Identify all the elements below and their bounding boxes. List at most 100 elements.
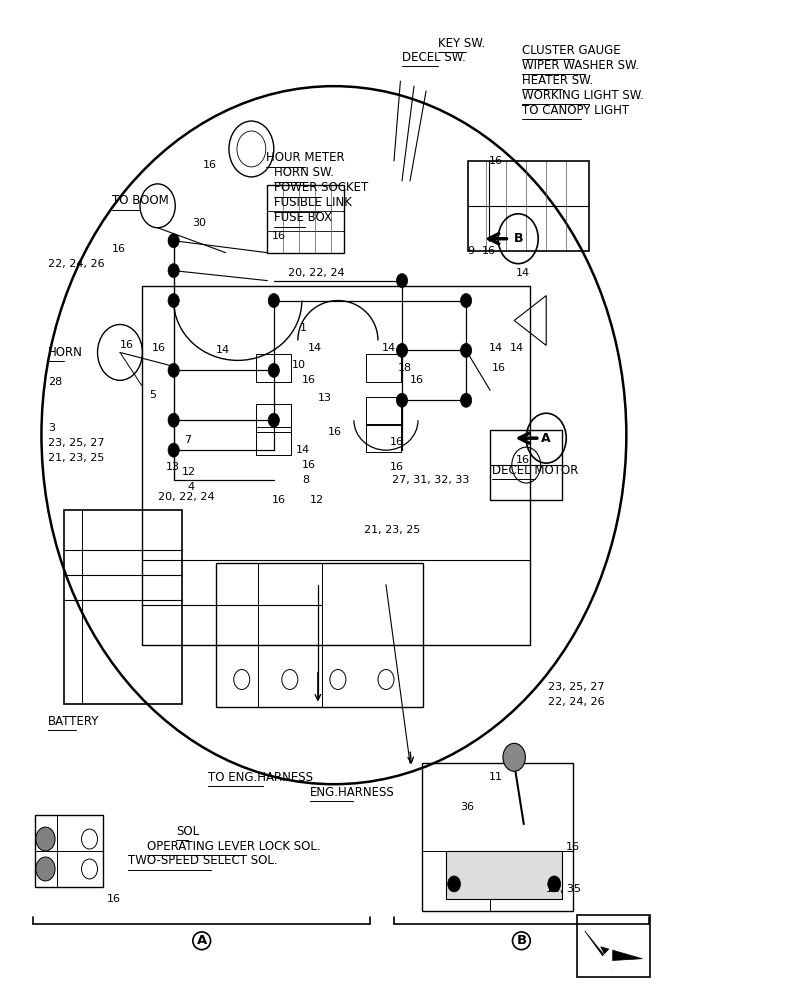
Polygon shape xyxy=(584,931,642,969)
Text: 16: 16 xyxy=(203,160,217,170)
Circle shape xyxy=(329,670,345,689)
Text: 22, 24, 26: 22, 24, 26 xyxy=(48,259,104,269)
Bar xyxy=(216,563,422,707)
Circle shape xyxy=(168,234,179,248)
Circle shape xyxy=(460,343,471,357)
Circle shape xyxy=(36,857,55,881)
Text: DECEL MOTOR: DECEL MOTOR xyxy=(491,464,577,477)
Text: WIPER WASHER SW.: WIPER WASHER SW. xyxy=(521,59,638,72)
Circle shape xyxy=(547,876,560,892)
Text: TO ENG.HARNESS: TO ENG.HARNESS xyxy=(208,771,312,784)
Text: CLUSTER GAUGE: CLUSTER GAUGE xyxy=(521,44,620,57)
Text: 11: 11 xyxy=(488,772,502,782)
Text: 8: 8 xyxy=(301,475,308,485)
Text: HOUR METER: HOUR METER xyxy=(266,151,344,164)
Text: DECEL SW.: DECEL SW. xyxy=(402,51,465,64)
Bar xyxy=(490,430,561,500)
Text: 16: 16 xyxy=(152,343,165,353)
Bar xyxy=(141,286,529,645)
Text: 23, 25, 27: 23, 25, 27 xyxy=(48,438,104,448)
Text: 16, 35: 16, 35 xyxy=(545,884,581,894)
Text: 20, 22, 24: 20, 22, 24 xyxy=(157,492,214,502)
Circle shape xyxy=(447,876,460,892)
Text: 14: 14 xyxy=(216,345,230,355)
Circle shape xyxy=(268,363,279,377)
Text: POWER SOCKET: POWER SOCKET xyxy=(274,181,368,194)
Circle shape xyxy=(503,743,524,771)
Text: HORN: HORN xyxy=(48,346,83,359)
Text: HORN SW.: HORN SW. xyxy=(274,166,333,179)
Text: 4: 4 xyxy=(187,482,194,492)
Text: 16: 16 xyxy=(491,363,505,373)
Bar xyxy=(267,185,343,253)
Text: KEY SW.: KEY SW. xyxy=(438,37,485,50)
Text: 3: 3 xyxy=(48,423,55,433)
Text: BATTERY: BATTERY xyxy=(48,715,99,728)
Text: TWO-SPEED SELECT SOL.: TWO-SPEED SELECT SOL. xyxy=(128,854,277,867)
Text: WORKING LIGHT SW.: WORKING LIGHT SW. xyxy=(521,89,643,102)
Text: 16: 16 xyxy=(301,375,316,385)
Text: 12: 12 xyxy=(181,467,196,477)
Text: 16: 16 xyxy=(516,455,529,465)
Bar xyxy=(365,397,401,425)
Text: 9: 9 xyxy=(467,246,475,256)
Circle shape xyxy=(168,363,179,377)
Text: 1: 1 xyxy=(299,323,306,333)
Text: 16: 16 xyxy=(272,231,286,241)
Bar xyxy=(256,427,291,455)
Circle shape xyxy=(168,443,179,457)
Text: 16: 16 xyxy=(389,437,403,447)
Text: TO BOOM: TO BOOM xyxy=(112,194,169,207)
Text: 16: 16 xyxy=(410,375,423,385)
Bar xyxy=(467,161,589,251)
Text: 14: 14 xyxy=(516,268,529,278)
Circle shape xyxy=(282,670,297,689)
Text: 14: 14 xyxy=(510,343,524,353)
Text: A: A xyxy=(196,934,206,947)
Text: SOL: SOL xyxy=(176,825,199,838)
Text: 22, 24, 26: 22, 24, 26 xyxy=(547,697,604,707)
Text: 5: 5 xyxy=(149,390,157,400)
Text: 13: 13 xyxy=(165,462,179,472)
Text: 7: 7 xyxy=(184,435,191,445)
Circle shape xyxy=(396,343,407,357)
Circle shape xyxy=(396,393,407,407)
Text: FUSE BOX: FUSE BOX xyxy=(274,211,332,224)
Text: 16: 16 xyxy=(112,244,126,254)
Text: 16: 16 xyxy=(488,156,502,166)
Text: 16: 16 xyxy=(565,842,580,852)
Text: 14: 14 xyxy=(307,343,321,353)
Bar xyxy=(256,354,291,382)
Bar xyxy=(365,424,401,452)
Bar xyxy=(422,763,572,911)
Text: 23, 25, 27: 23, 25, 27 xyxy=(547,682,604,692)
Text: 14: 14 xyxy=(296,445,310,455)
Text: B: B xyxy=(513,232,522,245)
Circle shape xyxy=(234,670,250,689)
Circle shape xyxy=(168,294,179,308)
Polygon shape xyxy=(600,947,611,969)
Bar xyxy=(365,354,401,382)
Text: 20, 22, 24: 20, 22, 24 xyxy=(287,268,344,278)
Text: 13: 13 xyxy=(317,393,332,403)
Text: 16: 16 xyxy=(107,894,121,904)
Circle shape xyxy=(168,413,179,427)
Text: 28: 28 xyxy=(48,377,62,387)
Text: 36: 36 xyxy=(459,802,473,812)
Text: 12: 12 xyxy=(309,495,324,505)
Text: 16: 16 xyxy=(389,462,403,472)
Text: B: B xyxy=(516,934,526,947)
Text: FUSIBLE LINK: FUSIBLE LINK xyxy=(274,196,351,209)
Text: HEATER SW.: HEATER SW. xyxy=(521,74,593,87)
Text: A: A xyxy=(540,432,550,445)
Text: 16: 16 xyxy=(301,460,316,470)
Text: ENG.HARNESS: ENG.HARNESS xyxy=(309,786,394,799)
Text: 16: 16 xyxy=(272,495,286,505)
Text: 14: 14 xyxy=(488,343,502,353)
Circle shape xyxy=(396,274,407,288)
Text: 10: 10 xyxy=(291,360,305,370)
Text: 27, 31, 32, 33: 27, 31, 32, 33 xyxy=(392,475,469,485)
Circle shape xyxy=(460,393,471,407)
Bar xyxy=(63,510,182,704)
Circle shape xyxy=(168,264,179,278)
